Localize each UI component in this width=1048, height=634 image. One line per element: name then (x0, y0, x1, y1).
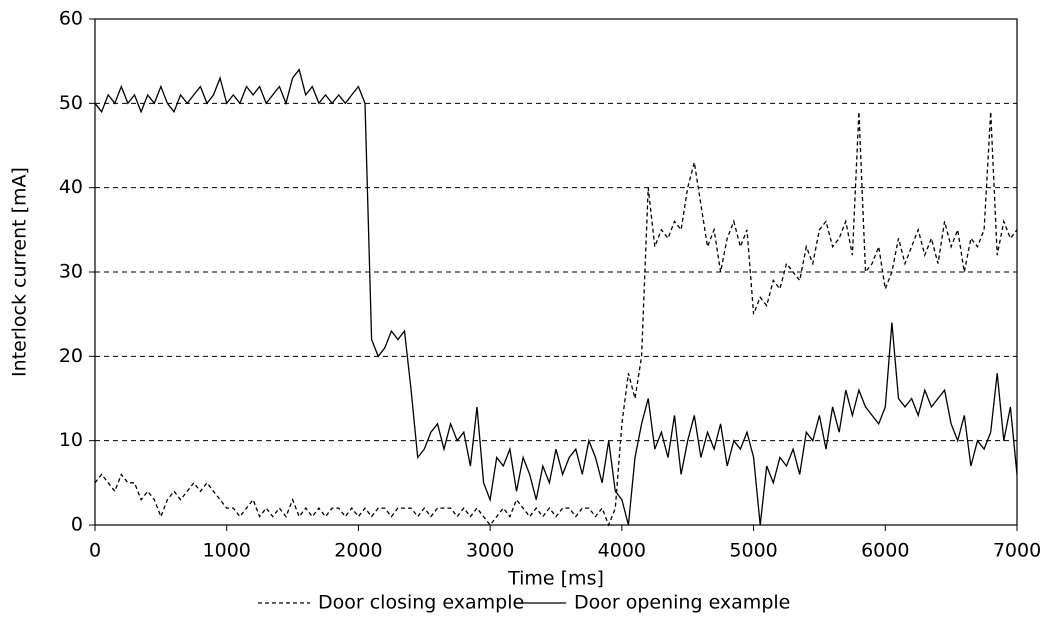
y-tick-label: 50 (59, 92, 83, 114)
legend-label: Door closing example (318, 592, 524, 614)
x-tick-label: 4000 (598, 540, 646, 562)
y-tick-label: 40 (59, 176, 83, 198)
x-tick-label: 5000 (729, 540, 777, 562)
x-tick-label: 3000 (466, 540, 514, 562)
y-tick-label: 60 (59, 8, 83, 30)
y-tick-label: 10 (59, 429, 83, 451)
data-line (94, 68, 1018, 526)
legend-label: Door opening example (574, 592, 790, 614)
x-tick-label: 2000 (334, 540, 382, 562)
x-tick-label: 7000 (993, 540, 1041, 562)
y-tick-label: 20 (59, 345, 83, 367)
x-tick-label: 6000 (861, 540, 909, 562)
plot-frame (94, 18, 1018, 526)
y-tick-label: 30 (59, 261, 83, 283)
y-tick-label: 0 (71, 514, 83, 536)
x-axis-label: Time [ms] (507, 568, 604, 590)
x-tick-label: 0 (89, 540, 101, 562)
data-line (94, 111, 1018, 527)
x-tick-label: 1000 (203, 540, 251, 562)
y-axis-label: Interlock current [mA] (9, 167, 31, 377)
